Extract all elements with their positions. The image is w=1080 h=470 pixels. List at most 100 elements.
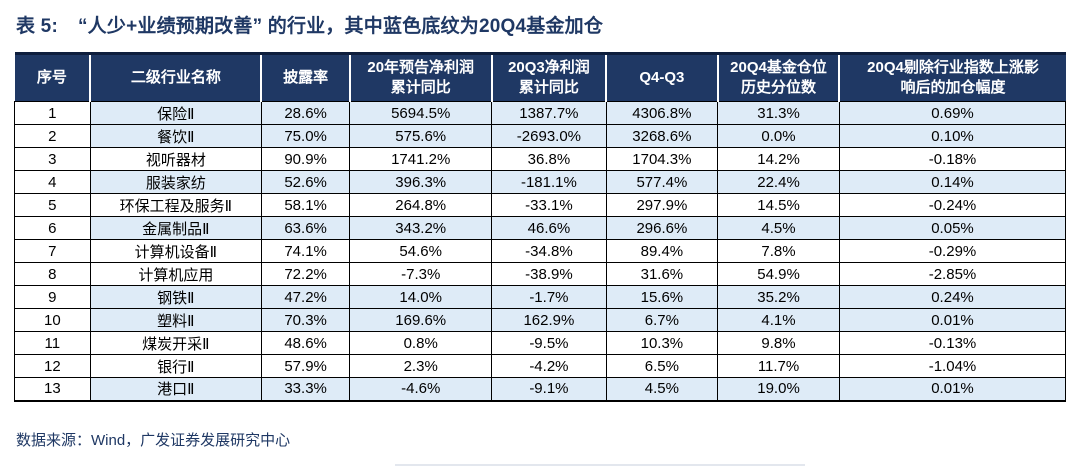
value-cell: 0.05% bbox=[838, 216, 1067, 240]
table-row: 7 计算机设备Ⅱ 74.1% 54.6% -34.8% 89.4% 7.8% -0.29% bbox=[14, 239, 1067, 263]
value-cell: 35.2% bbox=[717, 285, 840, 309]
value-cell: 6.7% bbox=[605, 308, 719, 332]
table-title-number: 表 5: bbox=[16, 16, 58, 37]
value-cell: 7.8% bbox=[717, 239, 840, 263]
value-cell: 89.4% bbox=[605, 239, 719, 263]
value-cell: 10.3% bbox=[605, 331, 719, 355]
row-index-cell: 5 bbox=[14, 193, 91, 217]
column-header-q4q3: Q4-Q3 bbox=[606, 53, 719, 102]
value-cell: -4.2% bbox=[491, 354, 607, 378]
column-header-name: 二级行业名称 bbox=[90, 53, 263, 102]
value-cell: 162.9% bbox=[491, 308, 607, 332]
value-cell: 0.14% bbox=[838, 170, 1067, 194]
value-cell: 0.8% bbox=[349, 331, 493, 355]
value-cell: 63.6% bbox=[260, 216, 351, 240]
value-cell: 11.7% bbox=[717, 354, 840, 378]
column-header-profit20q3: 20Q3净利润 累计同比 bbox=[491, 53, 608, 102]
column-header-addrange: 20Q4剔除行业指数上涨影 响后的加仓幅度 bbox=[839, 53, 1066, 102]
industry-name-cell: 煤炭开采Ⅱ bbox=[89, 331, 262, 355]
table-row-fund-added: 10 塑料Ⅱ 70.3% 169.6% 162.9% 6.7% 4.1% 0.01% bbox=[14, 308, 1067, 332]
row-index-cell: 7 bbox=[14, 239, 91, 263]
column-header-disclosure: 披露率 bbox=[261, 53, 351, 102]
industry-name-cell: 服装家纺 bbox=[89, 170, 262, 194]
value-cell: 296.6% bbox=[605, 216, 719, 240]
table-row-fund-added: 6 金属制品Ⅱ 63.6% 343.2% 46.6% 296.6% 4.5% 0.05% bbox=[14, 216, 1067, 240]
value-cell: 3268.6% bbox=[605, 124, 719, 148]
industry-name-cell: 金属制品Ⅱ bbox=[89, 216, 262, 240]
value-cell: 19.0% bbox=[717, 377, 840, 401]
row-index-cell: 12 bbox=[14, 354, 91, 378]
value-cell: 0.01% bbox=[838, 377, 1067, 401]
value-cell: 0.01% bbox=[838, 308, 1067, 332]
row-index-cell: 3 bbox=[14, 147, 91, 171]
table-row: 12 银行Ⅱ 57.9% 2.3% -4.2% 6.5% 11.7% -1.04% bbox=[14, 354, 1067, 378]
header-row: 序号 二级行业名称 披露率 20年预告净利润 累计同比 20Q3净利润 累计同比 Q4-Q… bbox=[14, 53, 1066, 102]
table-title-text: “人少+业绩预期改善” 的行业，其中蓝色底纹为20Q4基金加仓 bbox=[77, 16, 604, 37]
value-cell: -181.1% bbox=[491, 170, 607, 194]
value-cell: 5694.5% bbox=[349, 101, 493, 125]
value-cell: -1.04% bbox=[838, 354, 1067, 378]
industry-name-cell: 钢铁Ⅱ bbox=[89, 285, 262, 309]
value-cell: 4.5% bbox=[717, 216, 840, 240]
value-cell: 36.8% bbox=[491, 147, 607, 171]
value-cell: -0.18% bbox=[838, 147, 1067, 171]
row-index-cell: 11 bbox=[14, 331, 91, 355]
value-cell: -38.9% bbox=[491, 262, 607, 286]
value-cell: 4.1% bbox=[717, 308, 840, 332]
value-cell: 33.3% bbox=[260, 377, 351, 401]
column-header-profit20: 20年预告净利润 累计同比 bbox=[349, 53, 493, 102]
table-row-fund-added: 13 港口Ⅱ 33.3% -4.6% -9.1% 4.5% 19.0% 0.01% bbox=[14, 377, 1067, 401]
table-row: 8 计算机应用 72.2% -7.3% -38.9% 31.6% 54.9% -2.85% bbox=[14, 262, 1067, 286]
value-cell: -33.1% bbox=[491, 193, 607, 217]
value-cell: 0.0% bbox=[717, 124, 840, 148]
value-cell: 90.9% bbox=[260, 147, 351, 171]
industry-table: 序号 二级行业名称 披露率 20年预告净利润 累计同比 20Q3净利润 累计同比 Q4-Q… bbox=[14, 52, 1067, 402]
value-cell: 52.6% bbox=[260, 170, 351, 194]
value-cell: 54.6% bbox=[349, 239, 493, 263]
industry-name-cell: 银行Ⅱ bbox=[89, 354, 262, 378]
column-header-index: 序号 bbox=[14, 53, 92, 102]
row-index-cell: 9 bbox=[14, 285, 91, 309]
value-cell: 14.0% bbox=[349, 285, 493, 309]
value-cell: 1741.2% bbox=[349, 147, 493, 171]
industry-name-cell: 餐饮Ⅱ bbox=[89, 124, 262, 148]
industry-name-cell: 塑料Ⅱ bbox=[89, 308, 262, 332]
industry-name-cell: 港口Ⅱ bbox=[89, 377, 262, 401]
table-row: 11 煤炭开采Ⅱ 48.6% 0.8% -9.5% 10.3% 9.8% -0.13% bbox=[14, 331, 1067, 355]
table-row-fund-added: 1 保险Ⅱ 28.6% 5694.5% 1387.7% 4306.8% 31.3% 0.69% bbox=[14, 101, 1067, 125]
value-cell: -7.3% bbox=[349, 262, 493, 286]
value-cell: 4.5% bbox=[605, 377, 719, 401]
value-cell: 48.6% bbox=[260, 331, 351, 355]
table-title: 表 5: “人少+业绩预期改善” 的行业，其中蓝色底纹为20Q4基金加仓 bbox=[16, 11, 603, 38]
row-index-cell: 10 bbox=[14, 308, 91, 332]
value-cell: -9.5% bbox=[491, 331, 607, 355]
value-cell: 31.3% bbox=[717, 101, 840, 125]
value-cell: 58.1% bbox=[260, 193, 351, 217]
table-row: 5 环保工程及服务Ⅱ 58.1% 264.8% -33.1% 297.9% 14.5% -0.… bbox=[14, 193, 1067, 217]
industry-name-cell: 环保工程及服务Ⅱ bbox=[89, 193, 262, 217]
value-cell: 54.9% bbox=[717, 262, 840, 286]
value-cell: 72.2% bbox=[260, 262, 351, 286]
table-row-fund-added: 4 服装家纺 52.6% 396.3% -181.1% 577.4% 22.4% 0.14% bbox=[14, 170, 1067, 194]
column-header-fundpos: 20Q4基金仓位 历史分位数 bbox=[717, 53, 841, 102]
value-cell: 264.8% bbox=[349, 193, 493, 217]
value-cell: 74.1% bbox=[260, 239, 351, 263]
value-cell: 0.24% bbox=[838, 285, 1067, 309]
row-index-cell: 2 bbox=[14, 124, 91, 148]
value-cell: 70.3% bbox=[260, 308, 351, 332]
row-index-cell: 4 bbox=[14, 170, 91, 194]
value-cell: 9.8% bbox=[717, 331, 840, 355]
value-cell: -0.24% bbox=[838, 193, 1067, 217]
data-source-note: 数据来源：Wind，广发证券发展研究中心 bbox=[16, 432, 291, 449]
value-cell: -34.8% bbox=[491, 239, 607, 263]
value-cell: -0.13% bbox=[838, 331, 1067, 355]
value-cell: 169.6% bbox=[349, 308, 493, 332]
value-cell: 577.4% bbox=[605, 170, 719, 194]
value-cell: 31.6% bbox=[605, 262, 719, 286]
value-cell: 297.9% bbox=[605, 193, 719, 217]
value-cell: 22.4% bbox=[717, 170, 840, 194]
table-row-fund-added: 2 餐饮Ⅱ 75.0% 575.6% -2693.0% 3268.6% 0.0% 0.10% bbox=[14, 124, 1067, 148]
value-cell: -1.7% bbox=[491, 285, 607, 309]
value-cell: 14.5% bbox=[717, 193, 840, 217]
industry-name-cell: 保险Ⅱ bbox=[89, 101, 262, 125]
